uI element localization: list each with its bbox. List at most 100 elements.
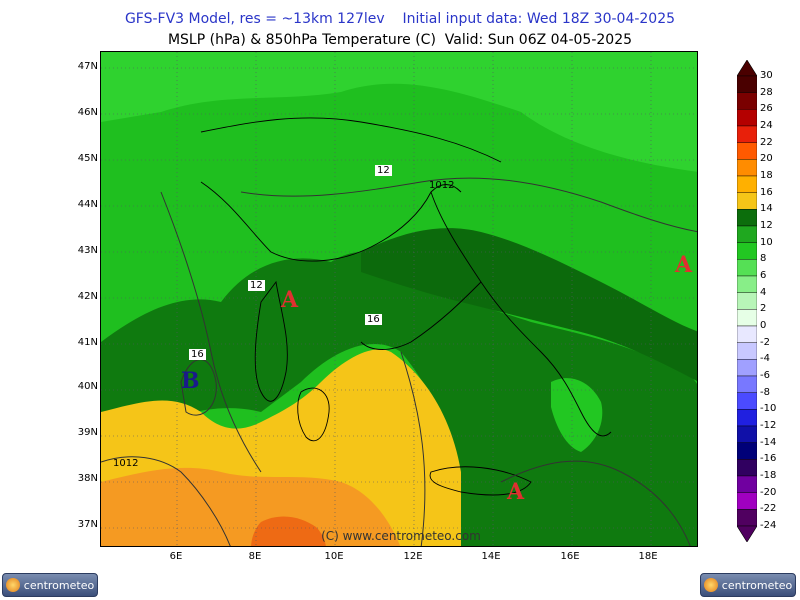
colorbar-swatch: [737, 75, 757, 93]
lat-label: 40N: [77, 381, 98, 392]
temp-field-14: [101, 251, 697, 546]
pressure-center-low: B: [181, 368, 200, 394]
isotherm-label: 16: [365, 314, 382, 325]
lat-label: 37N: [77, 519, 98, 530]
colorbar-swatch: [737, 292, 757, 310]
colorbar-label: 30: [760, 70, 773, 81]
temp-field-12b: [551, 378, 603, 452]
colorbar-label: -16: [760, 453, 777, 465]
colorbar-swatch: [737, 109, 757, 127]
colorbar-swatch: [737, 142, 757, 160]
colorbar-label: 4: [760, 286, 767, 298]
colorbar-label: 2: [760, 303, 767, 315]
colorbar-label: -22: [760, 503, 777, 515]
lon-label: 8E: [248, 551, 262, 562]
title-line-1: GFS-FV3 Model, res = ~13km 127lev Initia…: [124, 11, 676, 27]
temperature-colorbar: [737, 60, 757, 542]
colorbar-label: -8: [760, 386, 770, 398]
colorbar-label: 8: [760, 253, 767, 265]
lon-label: 18E: [638, 551, 658, 562]
logo-text: centrometeo: [721, 578, 793, 592]
colorbar-swatch: [737, 392, 757, 410]
isotherm-label: 12: [248, 280, 265, 291]
colorbar-label: 0: [760, 320, 767, 331]
centrometeo-logo-right[interactable]: centrometeo: [700, 573, 796, 597]
colorbar-label: -10: [760, 403, 777, 415]
lat-label: 39N: [77, 427, 98, 438]
lat-label: 44N: [77, 199, 98, 210]
lat-label: 43N: [77, 245, 98, 256]
colorbar-label: -20: [760, 486, 777, 498]
pressure-center-high: A: [507, 479, 525, 505]
lat-label: 38N: [77, 473, 98, 484]
colorbar-label: -4: [760, 353, 770, 365]
colorbar-swatch: [737, 159, 757, 177]
colorbar-label: -24: [760, 520, 777, 531]
colorbar-label: 10: [760, 236, 773, 248]
logo-text: centrometeo: [23, 578, 95, 592]
colorbar-label: -14: [760, 436, 777, 448]
colorbar-swatch: [737, 359, 757, 377]
colorbar-label: 14: [760, 203, 773, 215]
colorbar-swatch: [737, 275, 757, 293]
temp-field-18: [101, 467, 401, 546]
colorbar-label: 20: [760, 153, 773, 165]
colorbar-bottom-tip: [737, 525, 757, 542]
isobars: [101, 177, 697, 546]
isotherm-label: 16: [189, 349, 206, 360]
graticule: [101, 52, 697, 546]
lon-label: 16E: [560, 551, 580, 562]
lat-label: 46N: [77, 107, 98, 118]
colorbar-swatch: [737, 509, 757, 527]
colorbar-swatch: [737, 175, 757, 193]
centrometeo-logo-left[interactable]: centrometeo: [2, 573, 98, 597]
colorbar-swatch: [737, 342, 757, 360]
colorbar-swatch: [737, 192, 757, 210]
colorbar-swatch: [737, 475, 757, 493]
weather-map: (C) www.centrometeo.com A A A B 1012 101…: [100, 51, 698, 547]
colorbar-swatch: [737, 442, 757, 460]
lon-label: 6E: [169, 551, 183, 562]
logo-globe-icon: [703, 578, 718, 592]
colorbar-swatch: [737, 242, 757, 260]
colorbar-swatch: [737, 492, 757, 510]
pressure-center-high: A: [675, 252, 693, 278]
colorbar-label: 26: [760, 103, 773, 115]
colorbar-swatch: [737, 409, 757, 427]
title-line-2: MSLP (hPa) & 850hPa Temperature (C) Vali…: [167, 32, 633, 48]
logo-globe-icon: [5, 578, 20, 592]
coastlines: [200, 117, 612, 496]
isobar-label: 1012: [113, 458, 139, 469]
colorbar-swatch: [737, 425, 757, 443]
colorbar-top-tip: [737, 60, 757, 77]
map-svg: (C) www.centrometeo.com: [101, 52, 697, 546]
lon-label: 12E: [403, 551, 423, 562]
isotherm-label: 12: [375, 165, 392, 176]
temp-field-14b: [361, 228, 697, 381]
lon-label: 10E: [324, 551, 344, 562]
colorbar-swatch: [737, 209, 757, 227]
pressure-center-high: A: [281, 287, 299, 313]
colorbar-label: -2: [760, 336, 770, 348]
colorbar-swatch: [737, 375, 757, 393]
colorbar-label: 24: [760, 120, 773, 131]
colorbar-label: 28: [760, 86, 773, 98]
colorbar-swatch: [737, 259, 757, 277]
colorbar-swatch: [737, 92, 757, 110]
colorbar-swatch: [737, 325, 757, 343]
colorbar-label: 22: [760, 136, 773, 148]
colorbar-label: -6: [760, 370, 770, 381]
lat-label: 42N: [77, 291, 98, 302]
colorbar-swatch: [737, 225, 757, 243]
colorbar-label: 12: [760, 220, 773, 231]
colorbar-label: -12: [760, 420, 777, 431]
colorbar-label: 6: [760, 270, 767, 281]
colorbar-label: 16: [760, 186, 773, 198]
lat-label: 45N: [77, 153, 98, 164]
temp-field-10: [101, 52, 697, 172]
isobar-label: 1012: [429, 180, 455, 191]
temp-field-20: [251, 516, 326, 546]
lat-label: 47N: [77, 61, 98, 72]
colorbar-label: -18: [760, 470, 777, 481]
lat-label: 41N: [77, 337, 98, 348]
